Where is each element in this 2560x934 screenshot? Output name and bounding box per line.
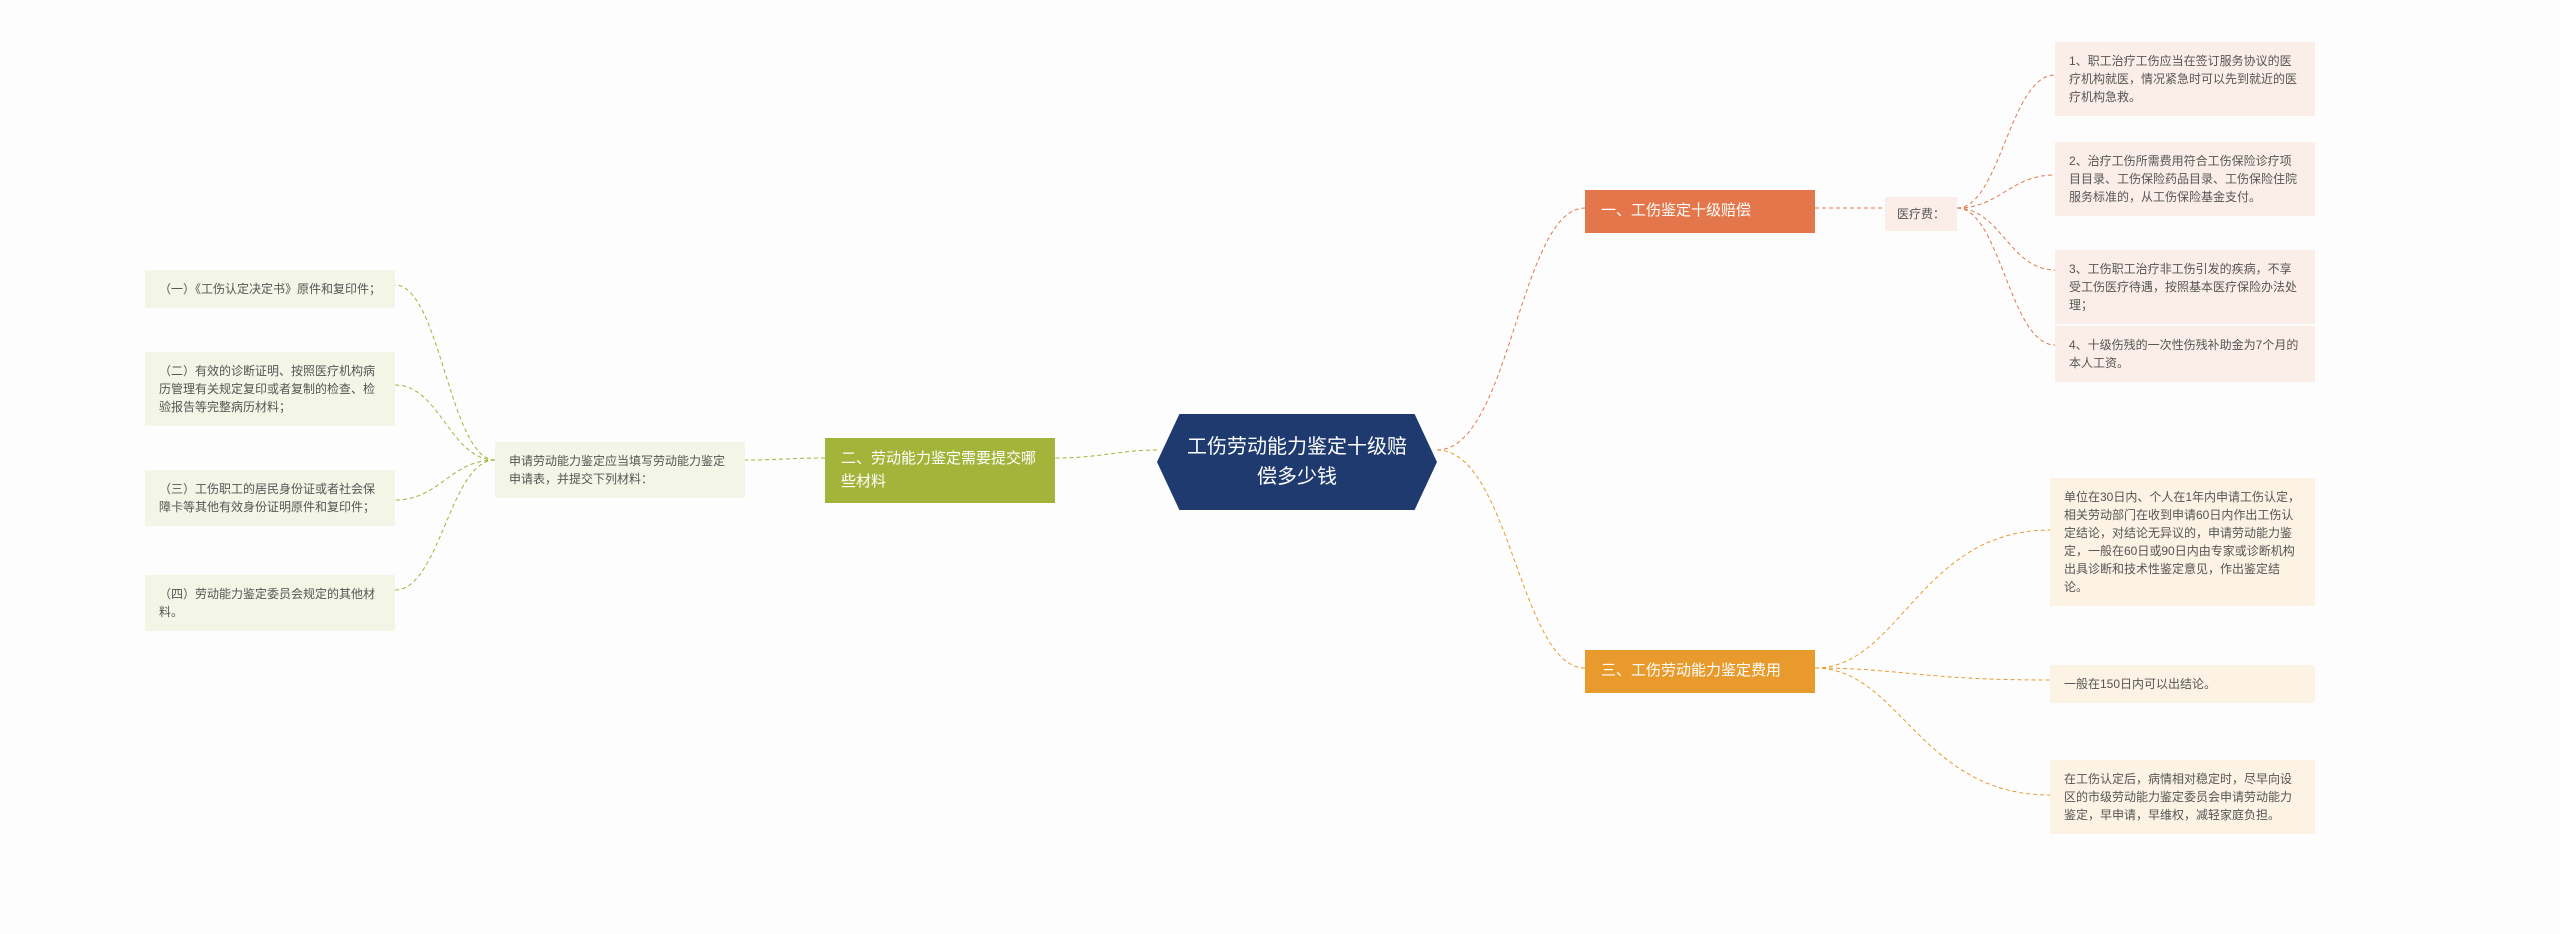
- branch-cost: 三、工伤劳动能力鉴定费用: [1585, 650, 1815, 693]
- leaf-cost-1: 单位在30日内、个人在1年内申请工伤认定，相关劳动部门在收到申请60日内作出工伤…: [2050, 478, 2315, 606]
- branch-compensation: 一、工伤鉴定十级赔偿: [1585, 190, 1815, 233]
- leaf-material-2: （二）有效的诊断证明、按照医疗机构病历管理有关规定复印或者复制的检查、检验报告等…: [145, 352, 395, 426]
- leaf-comp-1: 1、职工治疗工伤应当在签订服务协议的医疗机构就医，情况紧急时可以先到就近的医疗机…: [2055, 42, 2315, 116]
- leaf-cost-2: 一般在150日内可以出结论。: [2050, 665, 2315, 703]
- leaf-material-3: （三）工伤职工的居民身份证或者社会保障卡等其他有效身份证明原件和复印件；: [145, 470, 395, 526]
- sub-medical-fee: 医疗费：: [1885, 197, 1957, 231]
- center-node: 工伤劳动能力鉴定十级赔偿多少钱: [1157, 414, 1437, 510]
- leaf-comp-4: 4、十级伤残的一次性伤残补助金为7个月的本人工资。: [2055, 326, 2315, 382]
- leaf-material-1: （一）《工伤认定决定书》原件和复印件；: [145, 270, 395, 308]
- leaf-comp-2: 2、治疗工伤所需费用符合工伤保险诊疗项目目录、工伤保险药品目录、工伤保险住院服务…: [2055, 142, 2315, 216]
- leaf-material-4: （四）劳动能力鉴定委员会规定的其他材料。: [145, 575, 395, 631]
- leaf-comp-3: 3、工伤职工治疗非工伤引发的疾病，不享受工伤医疗待遇，按照基本医疗保险办法处理；: [2055, 250, 2315, 324]
- leaf-cost-3: 在工伤认定后，病情相对稳定时，尽早向设区的市级劳动能力鉴定委员会申请劳动能力鉴定…: [2050, 760, 2315, 834]
- sub-materials-intro: 申请劳动能力鉴定应当填写劳动能力鉴定申请表，并提交下列材料：: [495, 442, 745, 498]
- branch-materials: 二、劳动能力鉴定需要提交哪些材料: [825, 438, 1055, 503]
